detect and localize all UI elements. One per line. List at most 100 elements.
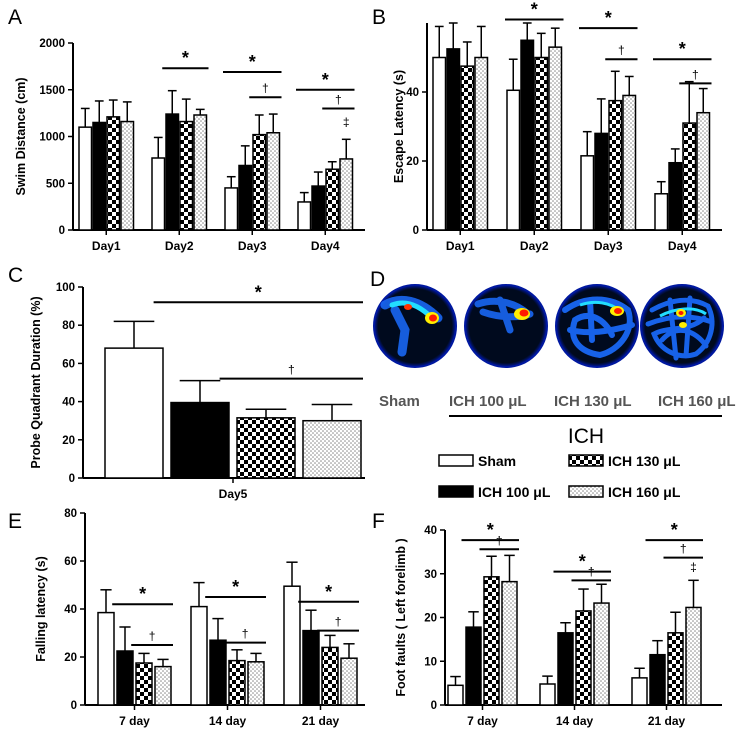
bar: [302, 629, 320, 706]
y-tick-label: 80: [64, 508, 77, 520]
bar: [506, 89, 521, 231]
y-tick-label: 40: [64, 604, 77, 616]
bar: [154, 665, 172, 706]
bar: [534, 56, 549, 231]
panel-letter-b: B: [372, 6, 386, 29]
y-tick-label: 60: [64, 556, 77, 568]
y-tick-label: 60: [62, 358, 75, 370]
bar: [104, 347, 164, 479]
panel-letter-c: C: [8, 264, 23, 287]
panel-letter-d: D: [370, 268, 385, 291]
significance-marker: †: [335, 615, 342, 629]
bar: [608, 99, 623, 231]
x-tick-label: 14 day: [209, 714, 247, 728]
bar: [557, 632, 574, 706]
significance-marker: †: [242, 627, 249, 641]
bar: [447, 684, 464, 706]
bar: [593, 602, 610, 706]
y-tick-label: 0: [413, 225, 419, 237]
significance-marker: †: [618, 43, 625, 57]
significance-marker: †: [496, 533, 503, 547]
bar: [120, 120, 135, 231]
y-axis-title: Swim Distance (cm): [14, 77, 28, 195]
bar: [252, 133, 267, 231]
y-tick-label: 20: [62, 435, 75, 447]
significance-marker: ‡: [343, 115, 350, 129]
bar: [668, 161, 683, 231]
heatmap-sham: [373, 284, 457, 368]
significance-marker: †: [262, 81, 269, 95]
y-tick-label: 20: [64, 652, 77, 664]
legend: Sham ICH 100 μL ICH 130 μL ICH 160 μL: [438, 453, 681, 500]
significance-marker: *: [579, 552, 586, 572]
significance-marker: *: [325, 582, 332, 602]
x-tick-label: 14 day: [556, 714, 594, 728]
bar: [193, 114, 208, 231]
legend-label-ich-160: ICH 160 μL: [608, 484, 681, 500]
significance-marker: *: [182, 48, 189, 68]
chart-falling-latency: 0 20 40 60 80 Falling latency (s) 7 day 14 day 2…: [34, 508, 365, 728]
x-tick-label: 7 day: [467, 714, 498, 728]
x-tick-label: Day2: [520, 239, 549, 253]
x-tick-label: Day4: [668, 239, 697, 253]
x-tick-label: Day5: [219, 487, 248, 501]
significance-marker: ‡: [690, 560, 697, 574]
bar: [575, 610, 592, 706]
bar: [247, 661, 265, 706]
bar: [190, 605, 208, 706]
significance-marker: *: [605, 8, 612, 28]
x-tick-label: 21 day: [302, 714, 340, 728]
panel-letter-a: A: [8, 6, 22, 29]
y-tick-label: 20: [406, 156, 419, 168]
bar: [151, 157, 166, 231]
bar: [179, 120, 194, 231]
x-tick-label: Day3: [238, 239, 267, 253]
bar: [92, 121, 107, 231]
panel-letter-e: E: [8, 510, 22, 533]
bar: [649, 653, 666, 706]
chart-swim-distance: 0 500 1000 1500 2000 Swim Distance (cm) Day1 Da…: [14, 38, 365, 253]
y-tick-label: 40: [424, 525, 437, 537]
bar: [465, 626, 482, 706]
heatmap-label-ich-130: ICH 130 μL: [554, 393, 632, 410]
y-tick-label: 0: [59, 225, 65, 237]
significance-marker: †: [680, 542, 687, 556]
bar: [622, 94, 637, 231]
panel-letter-f: F: [372, 510, 385, 533]
bar: [297, 201, 312, 231]
bar: [548, 46, 563, 231]
bar: [266, 132, 281, 231]
bar: [311, 185, 326, 231]
significance-marker: *: [487, 520, 494, 540]
heatmap-ich-100: [464, 284, 548, 368]
heatmap-label-ich-100: ICH 100 μL: [449, 393, 527, 410]
y-axis-title: Probe Quadrant Duration (%): [29, 296, 43, 468]
heatmap-label-sham: Sham: [379, 393, 420, 410]
bar: [539, 683, 556, 706]
bar: [685, 606, 702, 706]
legend-item-sham: Sham: [438, 453, 516, 469]
bar: [135, 662, 153, 706]
chart-probe-quadrant: 0 20 40 60 80 100 Probe Quadrant Duration (%) D…: [29, 282, 365, 501]
bar: [116, 650, 134, 706]
y-tick-label: 1500: [39, 85, 65, 97]
bar: [339, 158, 354, 231]
bar: [97, 611, 115, 706]
bar: [78, 126, 93, 231]
bar: [460, 65, 475, 231]
bar: [446, 48, 461, 231]
bar: [228, 659, 246, 706]
y-axis-title: Escape Latency (s): [392, 70, 406, 183]
x-tick-label: 7 day: [119, 714, 150, 728]
y-tick-label: 0: [69, 473, 75, 485]
bar: [483, 576, 500, 706]
x-tick-label: Day3: [594, 239, 623, 253]
significance-marker: †: [692, 67, 699, 81]
heatmap-row: [373, 284, 724, 368]
significance-marker: *: [255, 282, 262, 302]
y-tick-label: 10: [424, 656, 437, 668]
legend-item-ich-160: ICH 160 μL: [568, 484, 681, 500]
y-axis-title: Falling latency (s): [34, 556, 48, 662]
